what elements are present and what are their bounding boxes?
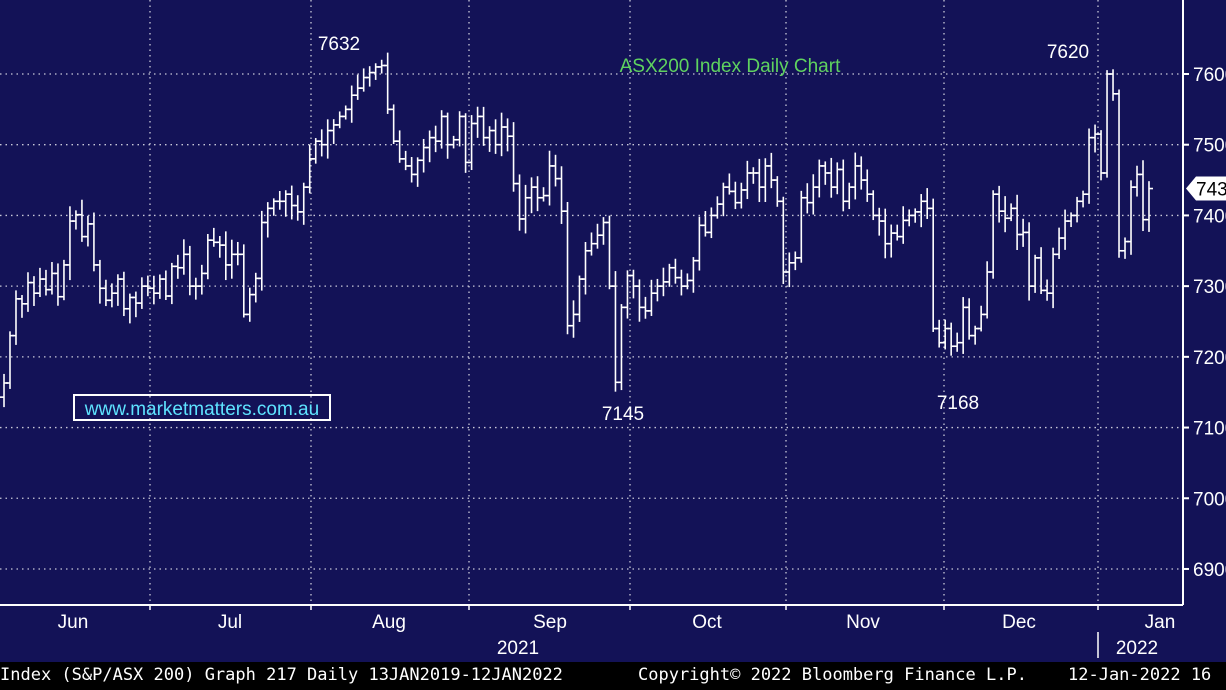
x-tick-label: Oct <box>692 612 722 633</box>
ohlc-chart: Jun Jul Aug Sep Oct Nov Dec Jan 2021 2022 6900 700… <box>0 0 1226 662</box>
y-tick-label: 7000 <box>1193 489 1226 510</box>
annotation-label: 7632 <box>318 34 360 55</box>
x-tick-label: Nov <box>846 612 880 633</box>
plot-background <box>0 0 1226 662</box>
y-tick-label: 7400 <box>1193 206 1226 227</box>
annotations: 7632 7145 7168 7620 <box>318 34 1089 425</box>
y-tick-label: 7500 <box>1193 136 1226 157</box>
x-tick-label: Aug <box>372 612 406 633</box>
y-tick-label: 7100 <box>1193 419 1226 440</box>
annotation-label: 7168 <box>937 393 979 414</box>
x-tick-label: Dec <box>1002 612 1036 633</box>
footer-timestamp: 12-Jan-2022 16 <box>1068 665 1212 685</box>
annotation-label: 7145 <box>602 404 644 425</box>
last-price-tag <box>1186 176 1226 201</box>
x-axis-ticks: Jun Jul Aug Sep Oct Nov Dec Jan 2021 2022 <box>58 605 1176 659</box>
chart-title: ASX200 Index Daily Chart <box>620 56 841 77</box>
last-price-marker: 7438 <box>1186 176 1226 201</box>
annotation-label: 7620 <box>1047 42 1089 63</box>
y-tick-label: 7200 <box>1193 348 1226 369</box>
footer-description: Index (S&P/ASX 200) Graph 217 Daily 13JA… <box>0 665 563 685</box>
year-label: 2021 <box>497 638 539 659</box>
footer-bar: Index (S&P/ASX 200) Graph 217 Daily 13JA… <box>0 662 1226 690</box>
y-tick-label: 6900 <box>1193 560 1226 581</box>
last-price-label: 7438 <box>1196 180 1226 201</box>
x-tick-label: Sep <box>533 612 567 633</box>
horizontal-gridlines <box>0 73 1183 570</box>
y-tick-label: 7600 <box>1193 65 1226 86</box>
price-bars <box>0 52 1153 408</box>
year-label: 2022 <box>1116 638 1158 659</box>
x-tick-label: Jul <box>218 612 242 633</box>
x-tick-label: Jan <box>1145 612 1176 633</box>
y-axis-ticks: 6900 7000 7100 7200 7300 7400 7500 7600 <box>1183 65 1226 581</box>
y-tick-label: 7300 <box>1193 277 1226 298</box>
ohlc-bar <box>1145 181 1153 232</box>
vertical-gridlines <box>149 0 1099 605</box>
footer-copyright: Copyright© 2022 Bloomberg Finance L.P. <box>638 665 1027 685</box>
watermark-url: www.marketmatters.com.au <box>73 394 331 421</box>
x-tick-label: Jun <box>58 612 89 633</box>
